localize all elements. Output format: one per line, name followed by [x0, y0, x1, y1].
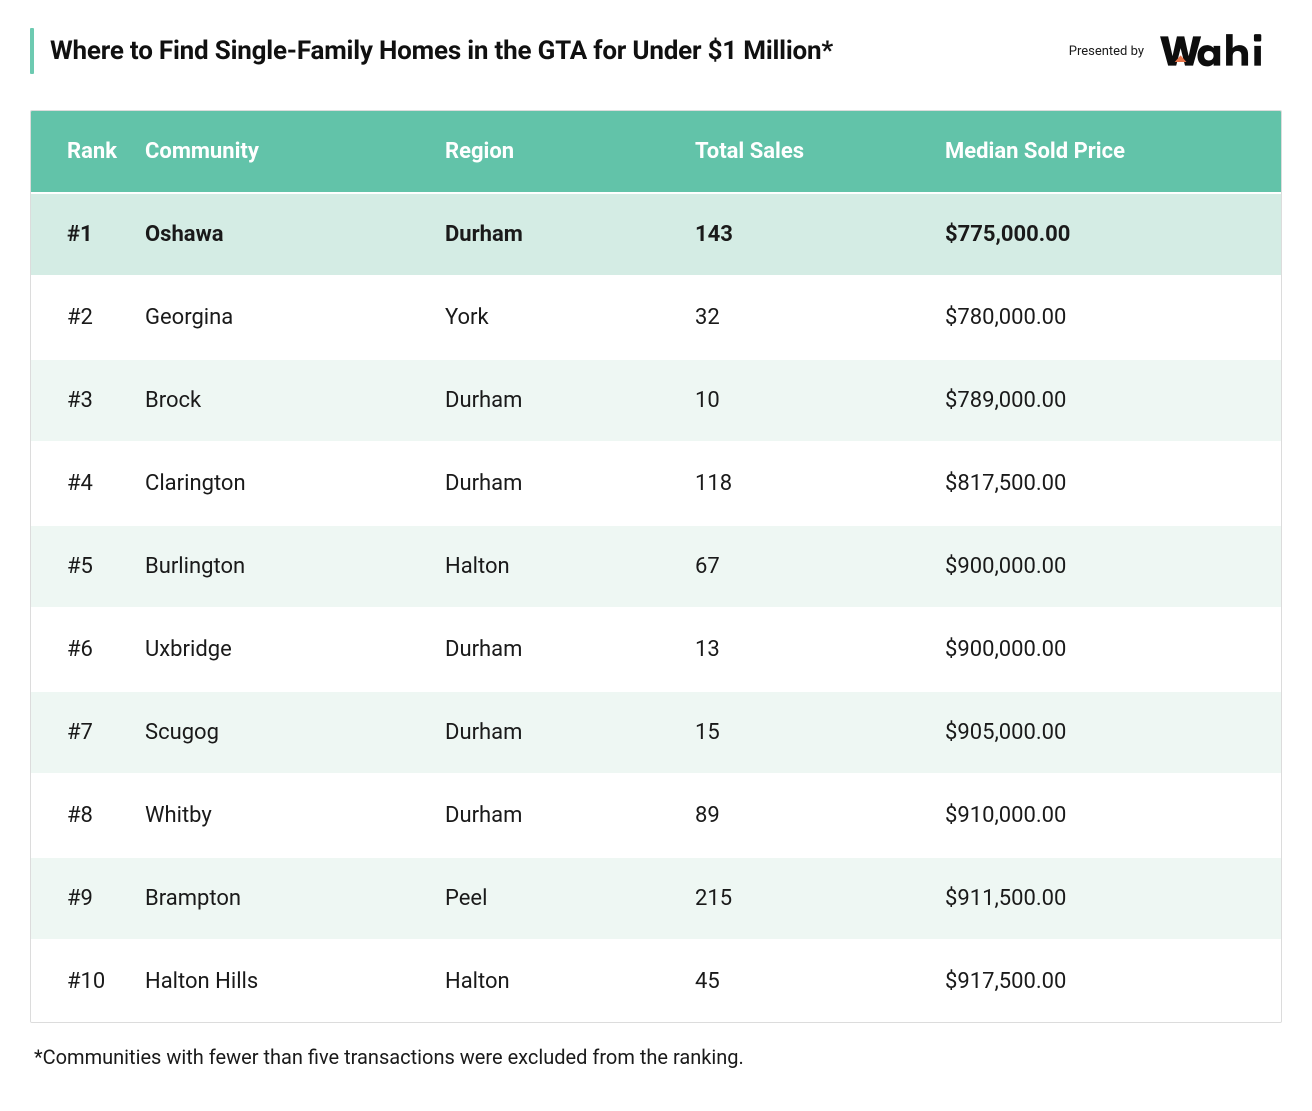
cell-community: Georgina [131, 276, 431, 359]
col-header-median-price: Median Sold Price [931, 111, 1281, 193]
table-row: #8WhitbyDurham89$910,000.00 [31, 774, 1281, 857]
page-title: Where to Find Single-Family Homes in the… [50, 36, 833, 66]
cell-community: Scugog [131, 691, 431, 774]
cell-median-price: $780,000.00 [931, 276, 1281, 359]
title-wrap: Where to Find Single-Family Homes in the… [30, 28, 833, 74]
table-row: #7ScugogDurham15$905,000.00 [31, 691, 1281, 774]
cell-rank: #7 [31, 691, 131, 774]
cell-rank: #3 [31, 359, 131, 442]
cell-median-price: $910,000.00 [931, 774, 1281, 857]
cell-median-price: $900,000.00 [931, 608, 1281, 691]
cell-community: Whitby [131, 774, 431, 857]
presented-by: Presented by [1069, 29, 1282, 73]
cell-median-price: $905,000.00 [931, 691, 1281, 774]
cell-total-sales: 67 [681, 525, 931, 608]
cell-region: Durham [431, 359, 681, 442]
cell-community: Burlington [131, 525, 431, 608]
wahi-logo-icon [1154, 29, 1282, 73]
cell-total-sales: 118 [681, 442, 931, 525]
col-header-region: Region [431, 111, 681, 193]
cell-region: Durham [431, 193, 681, 276]
cell-rank: #9 [31, 857, 131, 940]
col-header-rank: Rank [31, 111, 131, 193]
cell-median-price: $789,000.00 [931, 359, 1281, 442]
cell-community: Oshawa [131, 193, 431, 276]
col-header-total-sales: Total Sales [681, 111, 931, 193]
col-header-community: Community [131, 111, 431, 193]
ranking-table-wrap: Rank Community Region Total Sales Median… [30, 110, 1282, 1023]
header: Where to Find Single-Family Homes in the… [30, 28, 1282, 74]
cell-median-price: $775,000.00 [931, 193, 1281, 276]
cell-region: Halton [431, 525, 681, 608]
cell-region: Durham [431, 442, 681, 525]
cell-region: Peel [431, 857, 681, 940]
cell-region: York [431, 276, 681, 359]
footnote: *Communities with fewer than five transa… [30, 1045, 1282, 1069]
table-row: #9BramptonPeel215$911,500.00 [31, 857, 1281, 940]
cell-median-price: $817,500.00 [931, 442, 1281, 525]
table-row: #5BurlingtonHalton67$900,000.00 [31, 525, 1281, 608]
cell-region: Durham [431, 608, 681, 691]
cell-region: Halton [431, 940, 681, 1022]
ranking-table: Rank Community Region Total Sales Median… [31, 111, 1281, 1022]
cell-rank: #2 [31, 276, 131, 359]
cell-median-price: $911,500.00 [931, 857, 1281, 940]
table-row: #3BrockDurham10$789,000.00 [31, 359, 1281, 442]
table-row: #4ClaringtonDurham118$817,500.00 [31, 442, 1281, 525]
cell-median-price: $917,500.00 [931, 940, 1281, 1022]
cell-rank: #5 [31, 525, 131, 608]
cell-total-sales: 10 [681, 359, 931, 442]
cell-rank: #8 [31, 774, 131, 857]
cell-community: Brock [131, 359, 431, 442]
cell-total-sales: 215 [681, 857, 931, 940]
cell-total-sales: 13 [681, 608, 931, 691]
table-row: #1OshawaDurham143$775,000.00 [31, 193, 1281, 276]
cell-rank: #1 [31, 193, 131, 276]
cell-region: Durham [431, 691, 681, 774]
cell-community: Uxbridge [131, 608, 431, 691]
table-row: #10Halton HillsHalton45$917,500.00 [31, 940, 1281, 1022]
cell-community: Brampton [131, 857, 431, 940]
table-row: #6UxbridgeDurham13$900,000.00 [31, 608, 1281, 691]
table-body: #1OshawaDurham143$775,000.00#2GeorginaYo… [31, 193, 1281, 1022]
cell-community: Clarington [131, 442, 431, 525]
table-row: #2GeorginaYork32$780,000.00 [31, 276, 1281, 359]
cell-rank: #6 [31, 608, 131, 691]
cell-region: Durham [431, 774, 681, 857]
cell-total-sales: 45 [681, 940, 931, 1022]
presented-label: Presented by [1069, 44, 1144, 59]
cell-total-sales: 89 [681, 774, 931, 857]
cell-median-price: $900,000.00 [931, 525, 1281, 608]
cell-total-sales: 143 [681, 193, 931, 276]
cell-total-sales: 15 [681, 691, 931, 774]
cell-community: Halton Hills [131, 940, 431, 1022]
accent-bar [30, 28, 34, 74]
cell-rank: #10 [31, 940, 131, 1022]
cell-total-sales: 32 [681, 276, 931, 359]
table-head: Rank Community Region Total Sales Median… [31, 111, 1281, 193]
cell-rank: #4 [31, 442, 131, 525]
